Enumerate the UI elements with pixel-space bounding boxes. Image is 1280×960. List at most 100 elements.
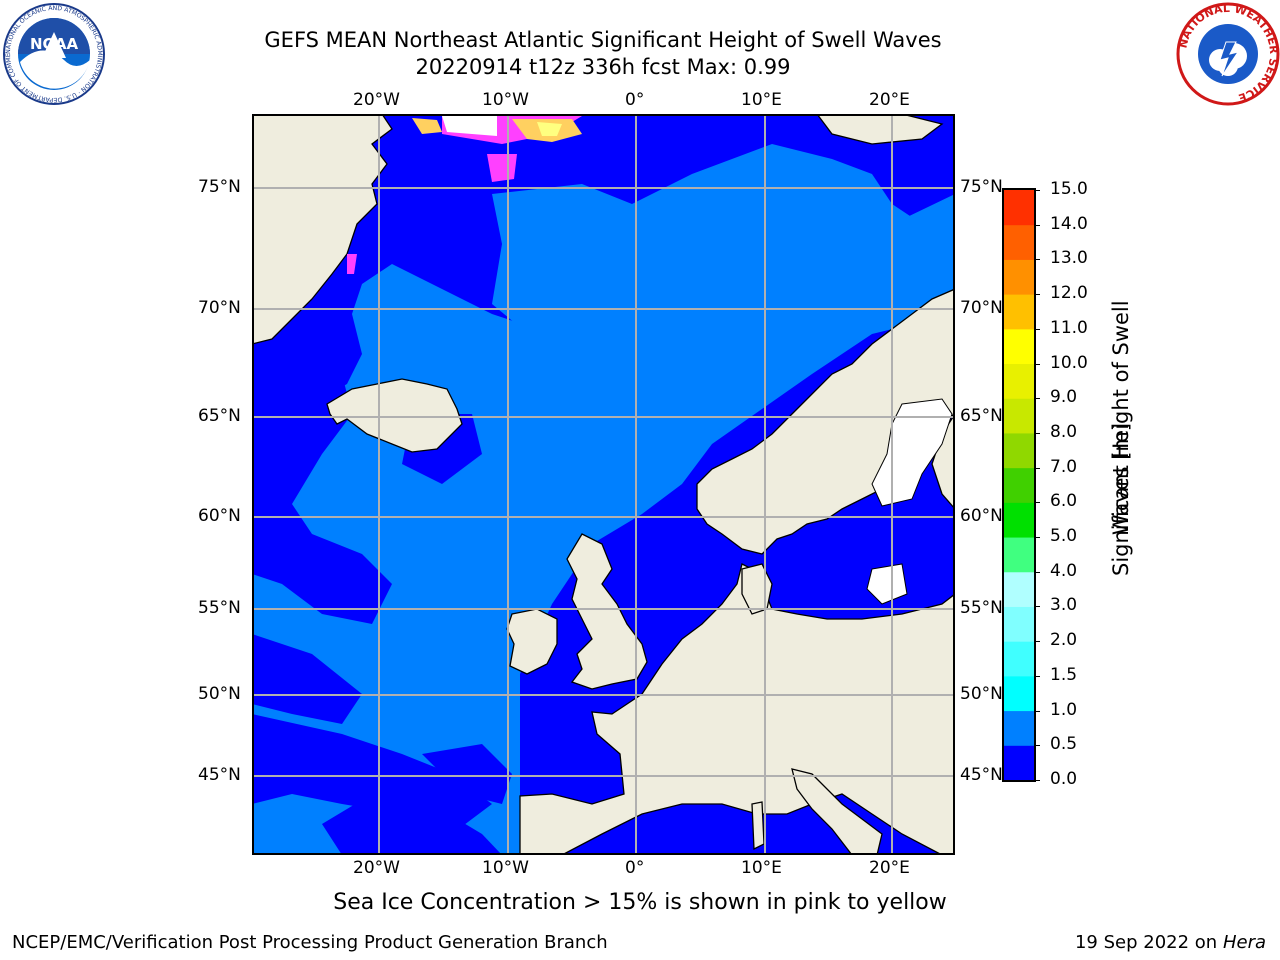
map-subtitle: 20220914 t12z 336h fcst Max: 0.99 [415, 55, 791, 79]
colorbar-segment [1004, 432, 1034, 469]
lat-label-left: 50°N [198, 684, 241, 704]
lon-label-top: 10°W [482, 90, 529, 110]
colorbar-segment [1004, 190, 1034, 226]
lon-label-top: 0° [625, 90, 645, 110]
footer-credit: NCEP/EMC/Verification Post Processing Pr… [12, 932, 608, 953]
colorbar-tick [1034, 259, 1040, 261]
lon-label-bottom: 20°W [353, 858, 400, 878]
colorbar-tick-label: 6.0 [1050, 491, 1078, 512]
colorbar-segment [1004, 606, 1034, 642]
colorbar-segment [1004, 537, 1034, 573]
lat-label-left: 60°N [198, 506, 241, 526]
colorbar-tick [1034, 571, 1040, 573]
colorbar-segment [1004, 745, 1034, 781]
colorbar-tick-label: 10.0 [1050, 352, 1088, 373]
colorbar-tick [1034, 328, 1040, 330]
colorbar-tick [1034, 537, 1040, 539]
colorbar-frame [1002, 188, 1036, 782]
colorbar-tick [1034, 190, 1040, 191]
colorbar-tick-label: 11.0 [1050, 317, 1088, 338]
colorbar-tick [1034, 641, 1040, 643]
colorbar-segment [1004, 502, 1034, 538]
sea-ice-caption: Sea Ice Concentration > 15% is shown in … [333, 890, 947, 915]
colorbar-segment [1004, 710, 1034, 746]
colorbar-tick-label: 14.0 [1050, 213, 1088, 234]
graticule [252, 114, 955, 855]
colorbar-tick-label: 12.0 [1050, 283, 1088, 304]
colorbar-title-units: Waves [m] [1109, 422, 1133, 536]
land-masses [252, 114, 955, 855]
footer-date: 19 Sep 2022 on Hera [1075, 932, 1266, 953]
colorbar-segment [1004, 398, 1034, 434]
colorbar-tick-label: 13.0 [1050, 248, 1088, 269]
colorbar-tick-label: 1.5 [1050, 664, 1078, 685]
colorbar-tick [1034, 780, 1040, 781]
colorbar-tick [1034, 745, 1040, 747]
lat-label-left: 55°N [198, 598, 241, 618]
colorbar-tick [1034, 710, 1040, 712]
colorbar-tick-label: 9.0 [1050, 387, 1078, 408]
colorbar-tick-label: 3.0 [1050, 595, 1078, 616]
lat-label-right: 55°N [960, 598, 1003, 618]
colorbar-ticks: 0.0 0.5 1.0 1.5 2.0 3.0 4.0 5.0 6.0 7.0 8.0 9.0 10.0… [1034, 0, 1098, 960]
colorbar-segment [1004, 641, 1034, 677]
lon-label-top: 20°W [353, 90, 400, 110]
colorbar-tick [1034, 675, 1040, 677]
colorbar-tick-label: 0.0 [1050, 769, 1078, 789]
ireland [506, 608, 558, 675]
colorbar-segment [1004, 363, 1034, 399]
colorbar-tick-label: 5.0 [1050, 526, 1078, 547]
lat-label-right: 45°N [960, 765, 1003, 785]
colorbar-segment [1004, 571, 1034, 607]
colorbar-tick-label: 1.0 [1050, 699, 1078, 720]
lat-label-right: 60°N [960, 506, 1003, 526]
lat-label-left: 45°N [198, 765, 241, 785]
lat-label-right: 75°N [960, 177, 1003, 197]
colorbar-segment [1004, 294, 1034, 330]
colorbar-tick-label: 15.0 [1050, 179, 1088, 199]
colorbar-segment [1004, 675, 1034, 712]
lon-label-bottom: 10°W [482, 858, 529, 878]
colorbar-tick-label: 7.0 [1050, 456, 1078, 477]
mid-swell-patches [492, 144, 955, 394]
sea-ice [347, 114, 582, 274]
colorbar-tick [1034, 467, 1040, 469]
lon-label-bottom: 20°E [869, 858, 910, 878]
svalbard [816, 114, 944, 145]
colorbar-segment [1004, 224, 1034, 260]
colorbar-tick [1034, 432, 1040, 434]
colorbar-tick-label: 0.5 [1050, 734, 1078, 755]
lat-label-right: 50°N [960, 684, 1003, 704]
sardinia [751, 801, 765, 851]
iceland [326, 378, 463, 453]
lat-label-left: 70°N [198, 298, 241, 318]
colorbar-tick [1034, 294, 1040, 296]
italy [791, 768, 883, 855]
lat-label-right: 70°N [960, 298, 1003, 318]
map-panel [252, 114, 955, 855]
colorbar-segment [1004, 467, 1034, 503]
map-title: GEFS MEAN Northeast Atlantic Significant… [264, 28, 942, 52]
lon-label-bottom: 0° [625, 858, 645, 878]
colorbar-tick [1034, 363, 1040, 365]
colorbar-tick [1034, 502, 1040, 504]
colorbar-segment [1004, 328, 1034, 365]
svg-text:NOAA: NOAA [30, 35, 79, 53]
colorbar [1002, 188, 1036, 782]
footer-date-text: 19 Sep 2022 on [1074, 932, 1218, 953]
colorbar-tick [1034, 398, 1040, 400]
colorbar-tick-label: 2.0 [1050, 630, 1078, 651]
colorbar-tick-label: 8.0 [1050, 421, 1078, 442]
lon-label-bottom: 10°E [741, 858, 782, 878]
lon-label-top: 20°E [869, 90, 910, 110]
lat-label-left: 65°N [198, 406, 241, 426]
nws-logo: NATIONAL WEATHER SERVICE [1176, 2, 1280, 106]
colorbar-segment [1004, 259, 1034, 295]
colorbar-tick-label: 4.0 [1050, 560, 1078, 581]
colorbar-tick [1034, 224, 1040, 226]
lat-label-right: 65°N [960, 406, 1003, 426]
greenland [252, 114, 393, 345]
footer-machine: Hera [1222, 932, 1266, 953]
map-frame [252, 114, 955, 855]
great-britain [566, 533, 648, 690]
